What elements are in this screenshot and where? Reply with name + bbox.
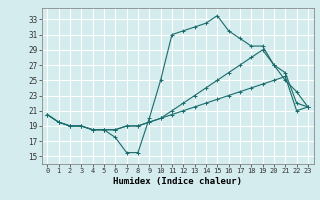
X-axis label: Humidex (Indice chaleur): Humidex (Indice chaleur) <box>113 177 242 186</box>
